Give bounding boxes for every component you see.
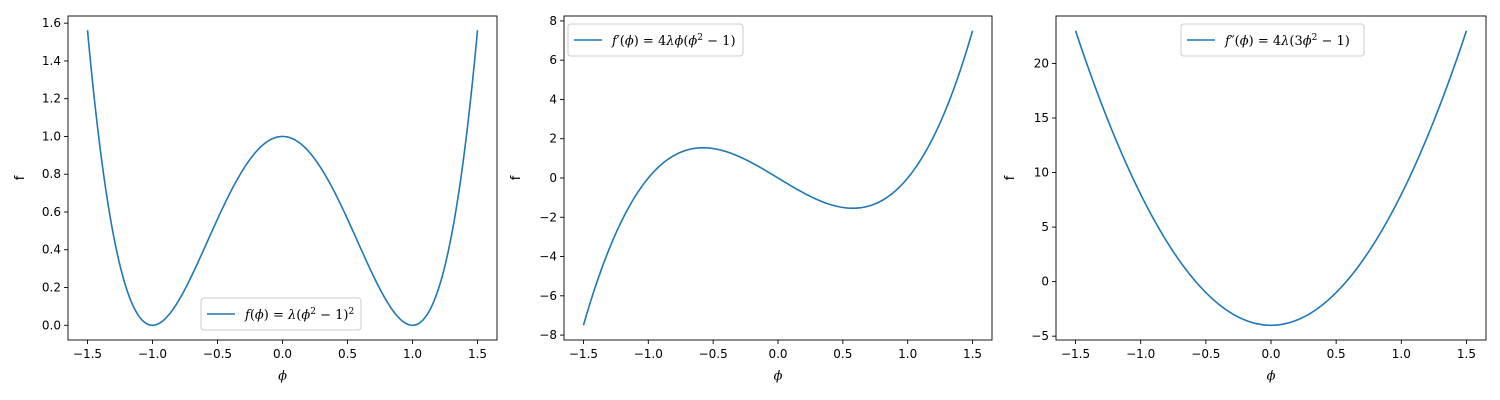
y-axis-label: f xyxy=(509,175,524,180)
x-tick-label: 0.5 xyxy=(338,347,357,361)
x-tick-label: 1.0 xyxy=(403,347,422,361)
x-axis-label: ϕ xyxy=(774,369,783,384)
legend-box xyxy=(200,297,362,331)
y-tick-label: 8 xyxy=(549,14,557,28)
x-tick-label: −0.5 xyxy=(1191,347,1220,361)
y-tick-label: 10 xyxy=(1034,166,1049,180)
x-tick-label: −0.5 xyxy=(203,347,232,361)
y-axis-label: f xyxy=(1003,175,1018,180)
x-axis-label: ϕ xyxy=(278,369,287,384)
y-tick-label: −4 xyxy=(539,250,557,264)
y-tick-label: 15 xyxy=(1034,111,1049,125)
x-tick-label: −1.5 xyxy=(73,347,102,361)
x-tick-label: 0.0 xyxy=(768,347,787,361)
x-tick-label: 1.5 xyxy=(1457,347,1476,361)
x-tick-label: −1.5 xyxy=(1061,347,1090,361)
y-tick-label: 2 xyxy=(549,132,557,146)
y-tick-label: 1.2 xyxy=(42,92,61,106)
legend: f′(ϕ) = 4λϕ(ϕ2 − 1) xyxy=(567,23,744,57)
legend-box xyxy=(1180,23,1365,57)
series-line-3 xyxy=(1074,30,1468,327)
y-tick-label: 6 xyxy=(549,53,557,67)
x-tick-label: 0.5 xyxy=(1327,347,1346,361)
y-tick-label: 5 xyxy=(1041,220,1049,234)
y-tick-label: 0 xyxy=(549,171,557,185)
y-tick-label: 1.0 xyxy=(42,129,61,143)
y-tick-label: 0.8 xyxy=(42,167,61,181)
chart-panel-3: −1.5 −1.0 −0.5 0.0 0.5 1.0 1.5 −5 0 5 10 15 20 ϕ f f″(ϕ… xyxy=(1003,15,1487,384)
y-tick-label: 0 xyxy=(1041,275,1049,289)
x-tick-label: 1.5 xyxy=(468,347,487,361)
y-tick-label: 0.4 xyxy=(42,243,61,257)
x-tick-label: 1.5 xyxy=(963,347,982,361)
legend: f″(ϕ) = 4λ(3ϕ2 − 1) xyxy=(1180,23,1365,57)
y-tick-label: −5 xyxy=(1031,329,1049,343)
y-tick-label: 1.6 xyxy=(42,16,61,30)
y-tick-label: 1.4 xyxy=(42,54,61,68)
x-tick-label: 0.0 xyxy=(273,347,292,361)
legend-label: f′(ϕ) = 4λϕ(ϕ2 − 1) xyxy=(611,33,736,49)
legend: f(ϕ) = λ(ϕ2 − 1)2 xyxy=(200,297,362,331)
x-tick-label: 1.0 xyxy=(1392,347,1411,361)
y-tick-label: 20 xyxy=(1034,56,1049,70)
y-axis-label: f xyxy=(13,175,28,180)
series-line-1 xyxy=(86,30,479,327)
x-tick-label: −1.0 xyxy=(1126,347,1155,361)
legend-box xyxy=(567,23,744,57)
series-line-2 xyxy=(582,30,974,326)
x-tick-label: 0.0 xyxy=(1261,347,1280,361)
chart-panel-2: −1.5 −1.0 −0.5 0.0 0.5 1.0 1.5 −8 −6 −4 −2 0 2 4 6 8 ϕ f f… xyxy=(509,14,993,384)
y-tick-label: −6 xyxy=(539,289,557,303)
x-tick-label: 1.0 xyxy=(898,347,917,361)
y-tick-label: −2 xyxy=(539,210,557,224)
legend-label: f(ϕ) = λ(ϕ2 − 1)2 xyxy=(244,307,354,323)
x-tick-label: −1.0 xyxy=(138,347,167,361)
axes-frame xyxy=(1055,15,1487,341)
y-tick-label: 4 xyxy=(549,92,557,106)
y-tick-label: 0.6 xyxy=(42,205,61,219)
y-tick-label: 0.2 xyxy=(42,281,61,295)
chart-panel-1: −1.5 −1.0 −0.5 0.0 0.5 1.0 1.5 0.0 0.2 0.4 0.6 0.8 1… xyxy=(13,15,498,384)
axes-frame xyxy=(67,15,498,341)
x-tick-label: −1.0 xyxy=(634,347,663,361)
y-tick-label: 0.0 xyxy=(42,318,61,332)
x-tick-label: 0.5 xyxy=(833,347,852,361)
x-tick-label: −1.5 xyxy=(569,347,598,361)
x-tick-label: −0.5 xyxy=(699,347,728,361)
x-axis-label: ϕ xyxy=(1267,369,1276,384)
y-tick-label: −8 xyxy=(539,328,557,342)
legend-label: f″(ϕ) = 4λ(3ϕ2 − 1) xyxy=(1224,33,1350,49)
